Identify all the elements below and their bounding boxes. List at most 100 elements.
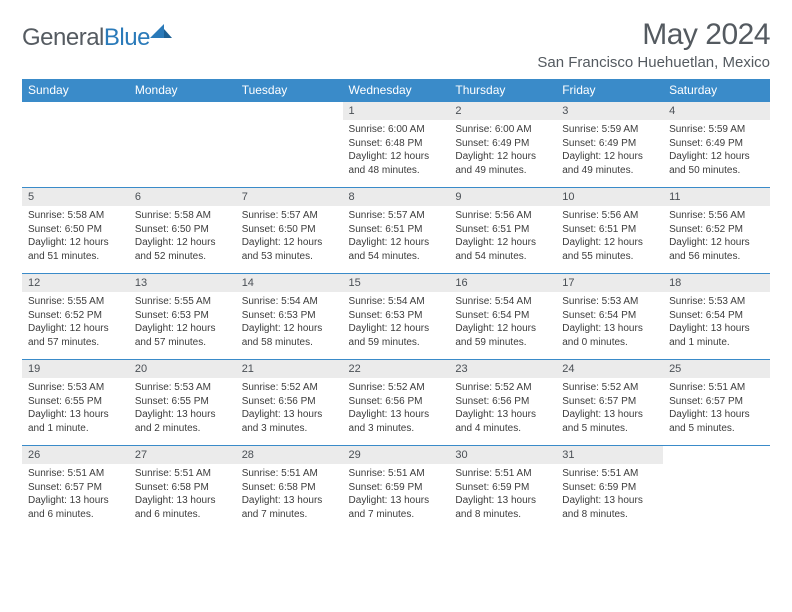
- day-number: 30: [449, 446, 556, 464]
- calendar-day-cell: [129, 102, 236, 188]
- day-number: 12: [22, 274, 129, 292]
- weekday-header: Wednesday: [343, 79, 450, 102]
- calendar-day-cell: 28Sunrise: 5:51 AMSunset: 6:58 PMDayligh…: [236, 446, 343, 532]
- day-number: 14: [236, 274, 343, 292]
- weekday-header: Monday: [129, 79, 236, 102]
- day-data: Sunrise: 5:51 AMSunset: 6:59 PMDaylight:…: [343, 464, 450, 523]
- day-data: Sunrise: 5:51 AMSunset: 6:59 PMDaylight:…: [556, 464, 663, 523]
- day-data: Sunrise: 5:58 AMSunset: 6:50 PMDaylight:…: [22, 206, 129, 265]
- day-number: 31: [556, 446, 663, 464]
- day-number: 20: [129, 360, 236, 378]
- day-data: Sunrise: 5:56 AMSunset: 6:51 PMDaylight:…: [556, 206, 663, 265]
- calendar-week-row: 26Sunrise: 5:51 AMSunset: 6:57 PMDayligh…: [22, 446, 770, 532]
- calendar-day-cell: 19Sunrise: 5:53 AMSunset: 6:55 PMDayligh…: [22, 360, 129, 446]
- calendar-header-row: SundayMondayTuesdayWednesdayThursdayFrid…: [22, 79, 770, 102]
- day-number: 21: [236, 360, 343, 378]
- calendar-day-cell: 24Sunrise: 5:52 AMSunset: 6:57 PMDayligh…: [556, 360, 663, 446]
- calendar-week-row: 12Sunrise: 5:55 AMSunset: 6:52 PMDayligh…: [22, 274, 770, 360]
- calendar-day-cell: 11Sunrise: 5:56 AMSunset: 6:52 PMDayligh…: [663, 188, 770, 274]
- day-data: Sunrise: 5:58 AMSunset: 6:50 PMDaylight:…: [129, 206, 236, 265]
- calendar-day-cell: 6Sunrise: 5:58 AMSunset: 6:50 PMDaylight…: [129, 188, 236, 274]
- calendar-day-cell: 21Sunrise: 5:52 AMSunset: 6:56 PMDayligh…: [236, 360, 343, 446]
- month-title: May 2024: [537, 18, 770, 52]
- day-data: Sunrise: 5:56 AMSunset: 6:51 PMDaylight:…: [449, 206, 556, 265]
- calendar-day-cell: 22Sunrise: 5:52 AMSunset: 6:56 PMDayligh…: [343, 360, 450, 446]
- calendar-day-cell: [22, 102, 129, 188]
- day-number: 11: [663, 188, 770, 206]
- day-data: Sunrise: 5:53 AMSunset: 6:55 PMDaylight:…: [22, 378, 129, 437]
- day-data: Sunrise: 5:55 AMSunset: 6:53 PMDaylight:…: [129, 292, 236, 351]
- calendar-day-cell: [663, 446, 770, 532]
- calendar-day-cell: 9Sunrise: 5:56 AMSunset: 6:51 PMDaylight…: [449, 188, 556, 274]
- day-number: 2: [449, 102, 556, 120]
- weekday-header: Friday: [556, 79, 663, 102]
- logo-word-2: Blue: [104, 24, 150, 51]
- day-number: 18: [663, 274, 770, 292]
- calendar-day-cell: [236, 102, 343, 188]
- calendar-day-cell: 5Sunrise: 5:58 AMSunset: 6:50 PMDaylight…: [22, 188, 129, 274]
- weekday-header: Saturday: [663, 79, 770, 102]
- calendar-day-cell: 20Sunrise: 5:53 AMSunset: 6:55 PMDayligh…: [129, 360, 236, 446]
- day-data: Sunrise: 5:54 AMSunset: 6:53 PMDaylight:…: [236, 292, 343, 351]
- day-number: 4: [663, 102, 770, 120]
- calendar-day-cell: 14Sunrise: 5:54 AMSunset: 6:53 PMDayligh…: [236, 274, 343, 360]
- day-number: 24: [556, 360, 663, 378]
- calendar-day-cell: 10Sunrise: 5:56 AMSunset: 6:51 PMDayligh…: [556, 188, 663, 274]
- day-data: Sunrise: 6:00 AMSunset: 6:48 PMDaylight:…: [343, 120, 450, 179]
- weekday-header: Tuesday: [236, 79, 343, 102]
- calendar-day-cell: 4Sunrise: 5:59 AMSunset: 6:49 PMDaylight…: [663, 102, 770, 188]
- day-data: Sunrise: 5:51 AMSunset: 6:58 PMDaylight:…: [236, 464, 343, 523]
- day-number: 8: [343, 188, 450, 206]
- day-number: 23: [449, 360, 556, 378]
- calendar-day-cell: 13Sunrise: 5:55 AMSunset: 6:53 PMDayligh…: [129, 274, 236, 360]
- day-number: 27: [129, 446, 236, 464]
- day-number: 7: [236, 188, 343, 206]
- day-number: 10: [556, 188, 663, 206]
- day-data: Sunrise: 5:53 AMSunset: 6:55 PMDaylight:…: [129, 378, 236, 437]
- day-data: Sunrise: 5:57 AMSunset: 6:51 PMDaylight:…: [343, 206, 450, 265]
- day-number: 25: [663, 360, 770, 378]
- calendar-day-cell: 7Sunrise: 5:57 AMSunset: 6:50 PMDaylight…: [236, 188, 343, 274]
- day-number: 15: [343, 274, 450, 292]
- day-data: Sunrise: 5:51 AMSunset: 6:57 PMDaylight:…: [22, 464, 129, 523]
- header: GeneralBlue May 2024 San Francisco Huehu…: [22, 18, 770, 71]
- calendar-day-cell: 3Sunrise: 5:59 AMSunset: 6:49 PMDaylight…: [556, 102, 663, 188]
- day-number: 19: [22, 360, 129, 378]
- calendar-day-cell: 15Sunrise: 5:54 AMSunset: 6:53 PMDayligh…: [343, 274, 450, 360]
- calendar-day-cell: 8Sunrise: 5:57 AMSunset: 6:51 PMDaylight…: [343, 188, 450, 274]
- day-data: Sunrise: 5:55 AMSunset: 6:52 PMDaylight:…: [22, 292, 129, 351]
- calendar-day-cell: 12Sunrise: 5:55 AMSunset: 6:52 PMDayligh…: [22, 274, 129, 360]
- weekday-header: Sunday: [22, 79, 129, 102]
- calendar-week-row: 19Sunrise: 5:53 AMSunset: 6:55 PMDayligh…: [22, 360, 770, 446]
- day-data: Sunrise: 5:59 AMSunset: 6:49 PMDaylight:…: [556, 120, 663, 179]
- day-data: Sunrise: 5:51 AMSunset: 6:59 PMDaylight:…: [449, 464, 556, 523]
- day-data: Sunrise: 5:54 AMSunset: 6:54 PMDaylight:…: [449, 292, 556, 351]
- day-data: Sunrise: 5:52 AMSunset: 6:56 PMDaylight:…: [343, 378, 450, 437]
- logo-icon: [150, 24, 172, 42]
- calendar-day-cell: 17Sunrise: 5:53 AMSunset: 6:54 PMDayligh…: [556, 274, 663, 360]
- calendar-day-cell: 25Sunrise: 5:51 AMSunset: 6:57 PMDayligh…: [663, 360, 770, 446]
- calendar-table: SundayMondayTuesdayWednesdayThursdayFrid…: [22, 79, 770, 532]
- day-data: Sunrise: 5:53 AMSunset: 6:54 PMDaylight:…: [556, 292, 663, 351]
- calendar-day-cell: 27Sunrise: 5:51 AMSunset: 6:58 PMDayligh…: [129, 446, 236, 532]
- calendar-day-cell: 29Sunrise: 5:51 AMSunset: 6:59 PMDayligh…: [343, 446, 450, 532]
- calendar-week-row: 5Sunrise: 5:58 AMSunset: 6:50 PMDaylight…: [22, 188, 770, 274]
- calendar-day-cell: 31Sunrise: 5:51 AMSunset: 6:59 PMDayligh…: [556, 446, 663, 532]
- title-block: May 2024 San Francisco Huehuetlan, Mexic…: [537, 18, 770, 71]
- calendar-day-cell: 16Sunrise: 5:54 AMSunset: 6:54 PMDayligh…: [449, 274, 556, 360]
- day-data: Sunrise: 5:52 AMSunset: 6:57 PMDaylight:…: [556, 378, 663, 437]
- day-data: Sunrise: 5:54 AMSunset: 6:53 PMDaylight:…: [343, 292, 450, 351]
- calendar-day-cell: 1Sunrise: 6:00 AMSunset: 6:48 PMDaylight…: [343, 102, 450, 188]
- day-data: Sunrise: 5:51 AMSunset: 6:58 PMDaylight:…: [129, 464, 236, 523]
- calendar-day-cell: 2Sunrise: 6:00 AMSunset: 6:49 PMDaylight…: [449, 102, 556, 188]
- day-number: 6: [129, 188, 236, 206]
- day-number: 22: [343, 360, 450, 378]
- day-data: Sunrise: 5:56 AMSunset: 6:52 PMDaylight:…: [663, 206, 770, 265]
- logo-word-1: General: [22, 24, 104, 51]
- day-data: Sunrise: 5:52 AMSunset: 6:56 PMDaylight:…: [236, 378, 343, 437]
- calendar-day-cell: 26Sunrise: 5:51 AMSunset: 6:57 PMDayligh…: [22, 446, 129, 532]
- day-number: 29: [343, 446, 450, 464]
- day-number: 9: [449, 188, 556, 206]
- day-data: Sunrise: 5:57 AMSunset: 6:50 PMDaylight:…: [236, 206, 343, 265]
- day-data: Sunrise: 5:52 AMSunset: 6:56 PMDaylight:…: [449, 378, 556, 437]
